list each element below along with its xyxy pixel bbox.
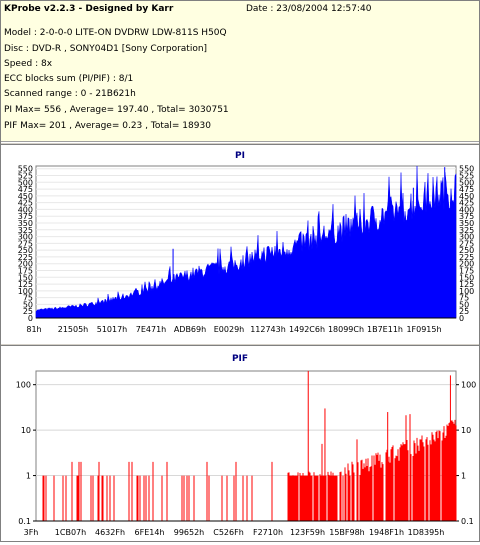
pi-x-tick-label: 81h [26,325,41,334]
pif-y-tick-label: 1 [26,472,31,481]
pi-y-tick-label: 25 [23,307,33,316]
pi-y-tick-label-right: 0 [459,314,464,323]
pi-summary: PI Max= 556 , Average= 197.40 , Total= 3… [4,105,229,115]
pi-x-tick-label: ADB69h [174,325,206,334]
pi-y-tick-label: 350 [18,219,33,228]
pi-x-tick-label: 51017h [97,325,128,334]
pi-y-tick-label: 475 [18,185,33,194]
pi-y-tick-label-right: 525 [459,172,474,181]
pi-y-tick-label-right: 175 [459,267,474,276]
pi-y-tick-label: 275 [18,239,33,248]
pi-y-tick-label-right: 275 [459,239,474,248]
pi-x-tick-label: 112743h [250,325,286,334]
pi-y-tick-label: 375 [18,212,33,221]
app-title: KProbe v2.2.3 - Designed by Karr [4,4,174,14]
pi-y-tick-label-right: 150 [459,273,474,282]
pi-series-area [35,165,457,319]
pi-y-tick-label-right: 475 [459,185,474,194]
panel-separator [1,343,479,346]
pif-x-tick-label: 15BF98h [329,528,365,537]
pif-x-tick-label: F2710h [253,528,283,537]
pi-y-tick-label: 150 [18,273,33,282]
scan-info-panel: KProbe v2.2.3 - Designed by Karr Date : … [1,1,479,142]
pi-y-tick-label-right: 400 [459,205,474,214]
pi-y-tick-label-right: 550 [459,165,474,174]
pi-y-tick-label-right: 375 [459,212,474,221]
pif-x-tick-label: 1948F1h [369,528,404,537]
pi-y-tick-label-right: 500 [459,178,474,187]
pi-y-tick-label: 50 [23,300,33,309]
pi-y-tick-label: 175 [18,267,33,276]
pif-y-tick-label-right: 10 [461,426,471,435]
scan-date: Date : 23/08/2004 12:57:40 [246,4,372,14]
pi-y-tick-label-right: 50 [459,300,469,309]
pi-y-tick-label-right: 450 [459,192,474,201]
pif-chart-panel: PIF 0.1 0.1 1 1 10 10 100 100 3Fh 1CB07h 4632Fh 6FE… [1,347,479,541]
pi-y-tick-label: 300 [18,233,33,242]
pif-x-tick-label: 3Fh [24,528,39,537]
range-info: Scanned range : 0 - 21B621h [4,89,136,99]
pi-y-tick-label-right: 300 [459,233,474,242]
pi-y-tick-label: 450 [18,192,33,201]
pif-x-tick-label: 1CB07h [55,528,86,537]
pi-x-tick-label: E0029h [214,325,244,334]
pi-x-tick-label: 7E471h [136,325,166,334]
pif-chart: 0.1 0.1 1 1 10 10 100 100 3Fh 1CB07h 4632Fh 6FE14h 9… [16,370,476,537]
pi-y-tick-label: 125 [18,280,33,289]
pif-y-tick-label: 0.1 [18,517,31,526]
pi-y-tick-label-right: 200 [459,260,474,269]
pi-y-tick-label: 100 [18,287,33,296]
drive-model: Model : 2-0-0-0 LITE-ON DVDRW LDW-811S H… [4,28,227,38]
pif-y-tick-label-right: 0.1 [461,517,474,526]
pi-y-tick-label-right: 350 [459,219,474,228]
pi-y-tick-label-right: 425 [459,199,474,208]
pif-x-tick-label: 1D8395h [408,528,445,537]
panel-separator [1,142,479,145]
pif-y-tick-label-right: 100 [461,381,476,390]
pif-x-tick-label: 123F59h [290,528,325,537]
pi-y-tick-label-right: 75 [459,294,469,303]
pi-x-tick-label: 1492C6h [289,325,325,334]
pif-x-tick-label: C526Fh [213,528,244,537]
pi-y-tick-label: 75 [23,294,33,303]
pi-y-tick-label-right: 250 [459,246,474,255]
pi-x-tick-label: 1B7E11h [367,325,403,334]
pi-y-tick-label-right: 225 [459,253,474,262]
speed-info: Speed : 8x [4,59,53,69]
pif-x-tick-label: 99652h [174,528,205,537]
pif-y-tick-label: 100 [16,381,31,390]
pif-x-tick-label: 4632Fh [95,528,125,537]
pi-y-tick-label: 400 [18,205,33,214]
pi-y-tick-label-right: 100 [459,287,474,296]
ecc-info: ECC blocks sum (PI/PIF) : 8/1 [4,74,134,84]
pi-y-tick-label: 325 [18,226,33,235]
pif-series-bars [42,414,457,521]
pi-y-tick-label-right: 125 [459,280,474,289]
disc-info: Disc : DVD-R , SONY04D1 [Sony Corporatio… [4,44,208,54]
pi-y-tick-label: 0 [28,314,33,323]
pif-summary: PIF Max= 201 , Average= 0.23 , Total= 18… [4,121,211,131]
pi-y-tick-label-right: 25 [459,307,469,316]
pi-x-tick-label: 21505h [58,325,89,334]
pi-y-tick-label: 425 [18,199,33,208]
pif-y-tick-label: 10 [21,426,31,435]
pi-y-tick-label: 200 [18,260,33,269]
pi-y-tick-label: 225 [18,253,33,262]
pi-x-tick-label: 1F0915h [406,325,441,334]
pi-y-tick-label-right: 325 [459,226,474,235]
pif-chart-title: PIF [231,354,249,364]
pi-x-tick-label: 18099Ch [328,325,364,334]
pi-y-tick-label: 500 [18,178,33,187]
pif-x-tick-label: 6FE14h [135,528,165,537]
pif-y-tick-label-right: 1 [461,472,466,481]
pi-y-tick-label: 525 [18,172,33,181]
pi-chart-panel: PI 0 0 25 25 50 50 75 75 100 100 125 125 150 150 175 17… [1,146,479,342]
pi-chart-title: PI [235,151,245,161]
pi-y-tick-label: 250 [18,246,33,255]
pi-y-tick-label: 550 [18,165,33,174]
